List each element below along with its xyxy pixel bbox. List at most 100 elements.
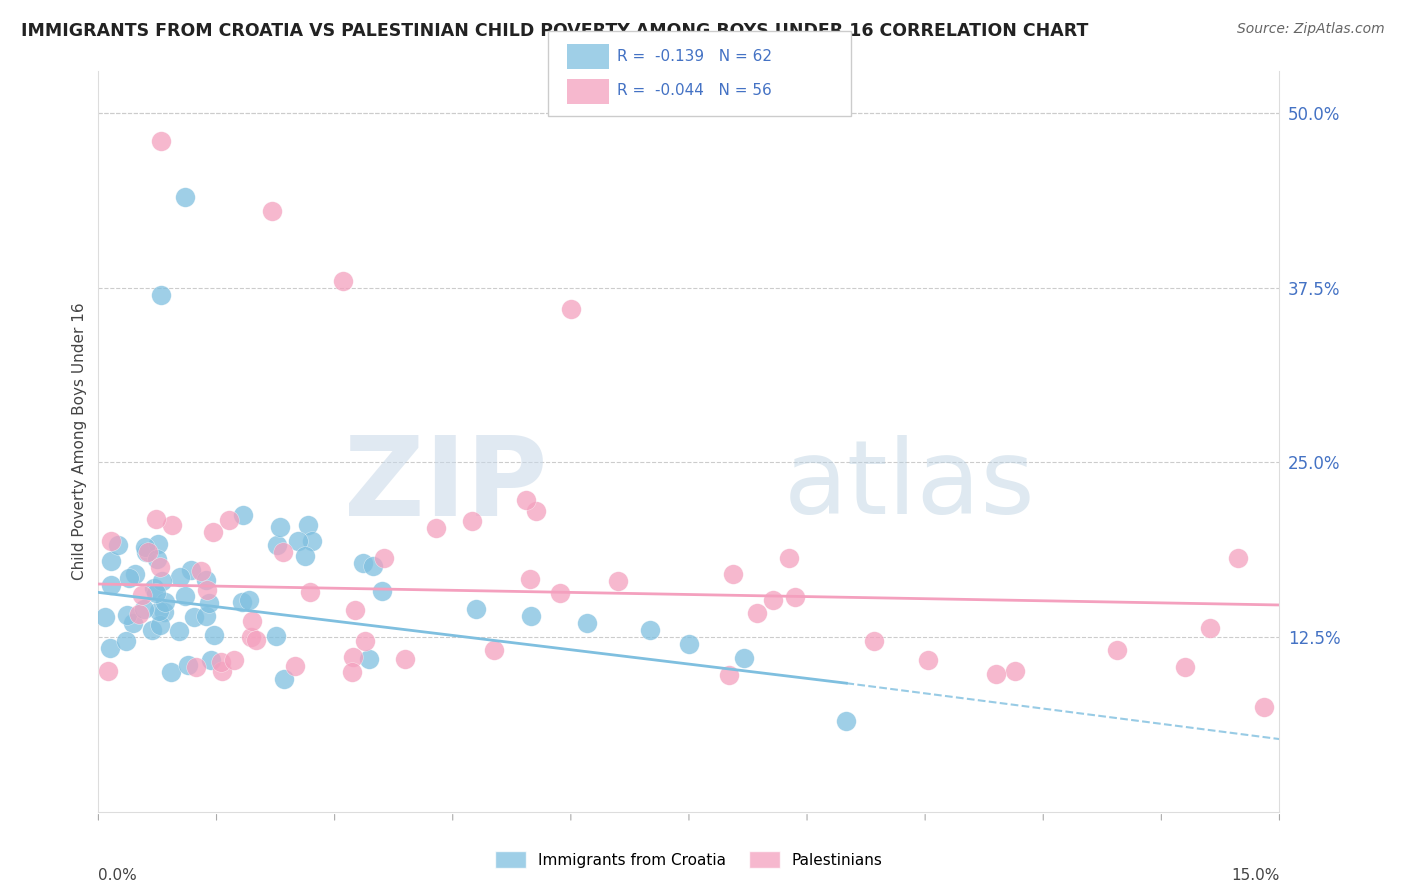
Point: [747, 607, 769, 621]
Point: [357, 652, 380, 666]
Point: [520, 609, 543, 624]
Point: [211, 664, 233, 678]
Point: [148, 604, 170, 618]
Text: 15.0%: 15.0%: [1232, 868, 1279, 882]
Point: [145, 586, 167, 600]
Point: [94, 610, 117, 624]
Point: [733, 651, 755, 665]
Point: [150, 134, 173, 148]
Point: [231, 595, 253, 609]
Point: [184, 660, 207, 674]
Text: Source: ZipAtlas.com: Source: ZipAtlas.com: [1237, 22, 1385, 37]
Point: [232, 508, 254, 523]
Point: [373, 550, 395, 565]
Point: [134, 540, 156, 554]
Point: [128, 607, 150, 622]
Point: [575, 616, 598, 631]
Point: [174, 589, 197, 603]
Point: [461, 514, 484, 528]
Point: [560, 301, 582, 316]
Legend: Immigrants from Croatia, Palestinians: Immigrants from Croatia, Palestinians: [489, 845, 889, 874]
Point: [197, 596, 219, 610]
Point: [146, 552, 169, 566]
Point: [150, 288, 173, 302]
Point: [465, 602, 488, 616]
Point: [783, 590, 806, 604]
Point: [100, 534, 122, 549]
Point: [260, 204, 283, 219]
Point: [342, 650, 364, 665]
Point: [835, 714, 858, 728]
Point: [294, 549, 316, 563]
Point: [425, 521, 447, 535]
Point: [167, 624, 190, 638]
Point: [519, 572, 541, 586]
Point: [299, 585, 322, 599]
Point: [778, 550, 800, 565]
Point: [344, 602, 367, 616]
Point: [264, 629, 287, 643]
Point: [150, 574, 173, 589]
Point: [118, 571, 141, 585]
Point: [361, 559, 384, 574]
Point: [149, 559, 172, 574]
Text: R =  -0.044   N = 56: R = -0.044 N = 56: [617, 83, 772, 98]
Point: [1253, 700, 1275, 714]
Point: [134, 602, 156, 616]
Point: [100, 554, 122, 568]
Point: [183, 610, 205, 624]
Point: [100, 578, 122, 592]
Point: [141, 624, 163, 638]
Point: [301, 533, 323, 548]
Point: [238, 592, 260, 607]
Point: [114, 633, 136, 648]
Point: [202, 524, 225, 539]
Point: [762, 592, 785, 607]
Point: [354, 634, 377, 648]
Text: R =  -0.139   N = 62: R = -0.139 N = 62: [617, 49, 772, 64]
Point: [524, 504, 547, 518]
Point: [1199, 621, 1222, 635]
Point: [190, 564, 212, 578]
Point: [169, 569, 191, 583]
Point: [195, 583, 218, 598]
Point: [202, 628, 225, 642]
Point: [239, 630, 262, 644]
Point: [200, 653, 222, 667]
Text: ZIP: ZIP: [344, 433, 547, 540]
Point: [209, 655, 232, 669]
Point: [862, 633, 884, 648]
Point: [723, 566, 745, 581]
Point: [266, 538, 288, 552]
Point: [1227, 550, 1250, 565]
Point: [240, 614, 263, 628]
Point: [1174, 660, 1197, 674]
Point: [273, 672, 295, 686]
Point: [177, 657, 200, 672]
Point: [97, 664, 120, 678]
Point: [174, 190, 197, 204]
Point: [195, 609, 218, 624]
Point: [271, 545, 294, 559]
Point: [297, 517, 319, 532]
Point: [394, 651, 416, 665]
Point: [984, 667, 1007, 681]
Point: [638, 623, 661, 637]
Point: [124, 566, 146, 581]
Point: [122, 615, 145, 630]
Point: [143, 581, 166, 595]
Point: [222, 653, 245, 667]
Point: [136, 545, 159, 559]
Point: [548, 586, 571, 600]
Point: [332, 274, 354, 288]
Text: IMMIGRANTS FROM CROATIA VS PALESTINIAN CHILD POVERTY AMONG BOYS UNDER 16 CORRELA: IMMIGRANTS FROM CROATIA VS PALESTINIAN C…: [21, 22, 1088, 40]
Point: [371, 584, 394, 599]
Point: [98, 641, 121, 656]
Point: [135, 545, 157, 559]
Point: [195, 573, 218, 587]
Point: [145, 511, 167, 525]
Text: atlas: atlas: [783, 435, 1035, 536]
Point: [284, 658, 307, 673]
Point: [180, 563, 202, 577]
Point: [269, 520, 291, 534]
